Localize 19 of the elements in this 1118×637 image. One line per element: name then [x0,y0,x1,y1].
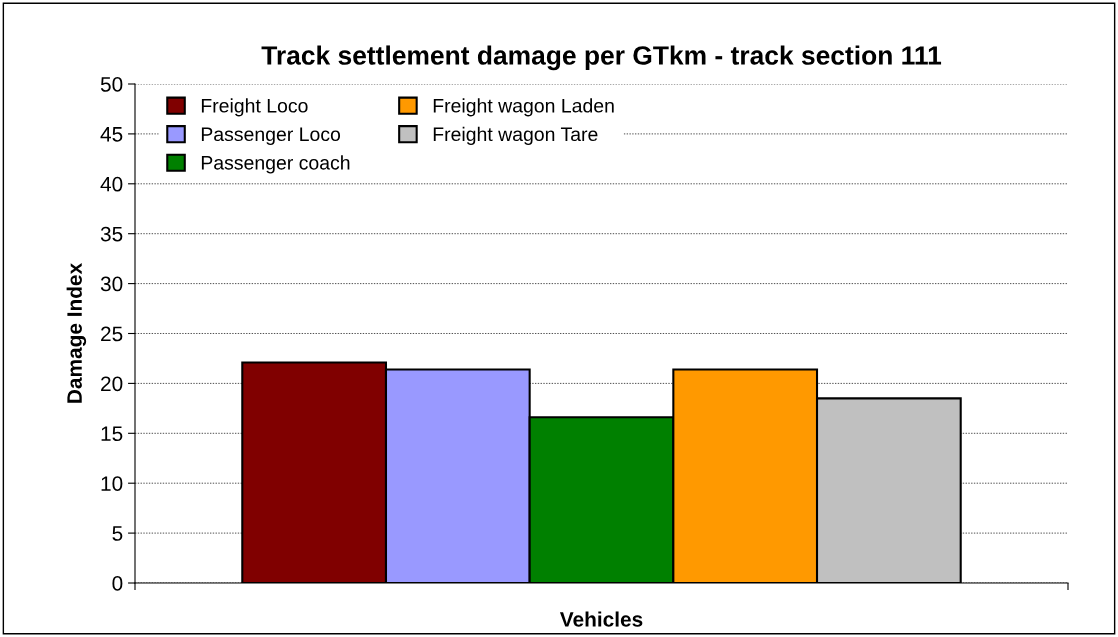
y-axis-title: Damage Index [66,263,87,403]
y-tick-label: 25 [101,326,123,342]
y-tick-label: 50 [100,77,123,92]
legend-label: Passenger Loco [201,127,341,145]
legend-label: Freight Loco [201,98,308,117]
y-tick-label: 35 [100,226,123,242]
legend-label: Freight wagon Tare [433,126,598,145]
y-tick-label: 10 [101,476,123,491]
x-axis-title: Vehicles [559,611,643,627]
legend-label: Passenger coach [201,155,350,174]
y-tick-label: 15 [101,426,123,442]
legend-label: Freight wagon Laden [433,98,614,117]
chart-title: Track settlement damage per GTkm - track section 111 [261,45,942,71]
y-tick-label: 45 [100,127,123,142]
y-tick-label: 40 [100,176,123,192]
y-tick-label: 20 [101,376,123,392]
y-tick-label: 5 [112,526,123,541]
y-tick-label: 0 [112,576,123,591]
y-tick-label: 30 [100,276,123,292]
